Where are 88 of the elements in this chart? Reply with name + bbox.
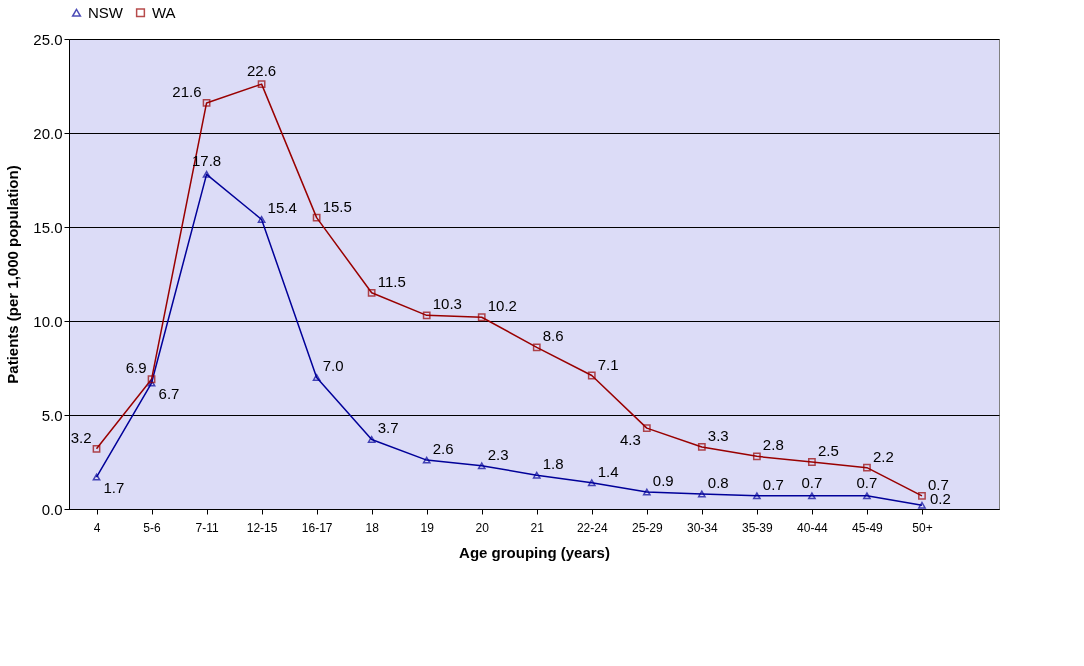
data-label: 3.3 — [707, 426, 729, 444]
x-tick-label: 25-29 — [631, 520, 663, 535]
x-tick-label: 40-44 — [797, 520, 829, 535]
data-label: 2.2 — [872, 447, 894, 465]
point — [92, 444, 101, 453]
data-label: 0.7 — [856, 473, 878, 491]
data-label: 22.6 — [247, 62, 277, 80]
x-axis-title: Age grouping (years) — [459, 543, 610, 561]
data-label: 10.3 — [432, 295, 462, 313]
x-tick-label: 22-24 — [576, 520, 608, 535]
point — [257, 80, 266, 89]
data-label: 7.0 — [322, 357, 344, 375]
data-label: 4.3 — [619, 431, 641, 449]
point — [147, 379, 156, 387]
point — [367, 288, 376, 297]
x-tick-label: 12-15 — [246, 520, 278, 535]
data-label: 2.5 — [817, 442, 839, 459]
data-label: 15.4 — [267, 199, 297, 217]
data-label: 2.6 — [432, 440, 454, 458]
data-label: 3.7 — [377, 419, 399, 437]
data-label: 2.8 — [762, 436, 784, 454]
data-label: 7.1 — [597, 355, 619, 373]
point — [697, 490, 706, 498]
y-tick-label: 0.0 — [41, 500, 63, 518]
point — [202, 170, 211, 178]
y-axis-title: Patients (per 1,000 population) — [4, 165, 22, 384]
data-label: 3.2 — [70, 428, 92, 446]
point — [422, 456, 431, 464]
y-tick-label: 15.0 — [33, 218, 63, 236]
y-tick-label: 25.0 — [33, 30, 63, 48]
point — [752, 452, 761, 461]
point — [642, 424, 651, 433]
x-tick-label: 18 — [365, 520, 380, 535]
data-label: 0.7 — [801, 473, 823, 491]
point — [642, 488, 651, 496]
point — [312, 373, 321, 381]
data-label: 1.4 — [597, 462, 619, 480]
point — [863, 463, 871, 472]
point — [918, 501, 926, 509]
data-label: 0.7 — [927, 475, 949, 493]
data-label: 10.2 — [487, 297, 517, 315]
x-tick-label: 7-11 — [195, 520, 219, 535]
y-tick-label: 10.0 — [33, 312, 63, 330]
data-label: 0.7 — [762, 475, 784, 493]
point — [257, 215, 266, 223]
x-tick-label: 16-17 — [301, 520, 333, 535]
point — [202, 99, 211, 107]
data-label: 1.7 — [103, 479, 125, 497]
point — [477, 462, 486, 470]
point — [477, 313, 486, 322]
x-tick-label: 5-6 — [143, 520, 162, 535]
point — [587, 479, 596, 487]
point — [532, 471, 541, 479]
y-tick-label: 5.0 — [41, 406, 63, 424]
point — [587, 371, 596, 380]
data-label: 2.3 — [487, 445, 509, 463]
data-label: 15.5 — [322, 197, 352, 215]
point — [863, 492, 871, 500]
point — [532, 343, 541, 352]
point — [807, 492, 816, 500]
legend-label: NSW — [88, 3, 124, 21]
data-label: 11.5 — [377, 272, 406, 290]
data-label: 21.6 — [172, 82, 202, 100]
point — [312, 213, 321, 222]
data-label: 0.9 — [652, 472, 674, 490]
point — [422, 311, 431, 320]
x-tick-label: 19 — [420, 520, 435, 535]
data-label: 1.8 — [542, 455, 564, 473]
point — [918, 491, 926, 500]
data-label: 0.2 — [929, 490, 951, 508]
data-label: 6.7 — [158, 385, 180, 403]
x-tick-label: 30-34 — [686, 520, 719, 535]
x-tick-label: 50+ — [912, 520, 933, 535]
point — [752, 492, 761, 500]
x-tick-label: 45-49 — [852, 520, 884, 535]
legend-label: WA — [152, 3, 176, 21]
y-tick-label: 20.0 — [33, 124, 63, 142]
data-label: 8.6 — [542, 327, 564, 345]
point — [92, 473, 101, 481]
data-label: 0.8 — [707, 473, 729, 491]
x-tick-label: 35-39 — [742, 520, 774, 535]
data-label: 6.9 — [125, 359, 147, 377]
x-tick-label: 4 — [93, 520, 101, 535]
x-tick-label: 21 — [530, 520, 545, 535]
point — [807, 458, 816, 466]
x-tick-label: 20 — [475, 520, 490, 535]
point — [367, 435, 376, 443]
point — [697, 443, 706, 451]
